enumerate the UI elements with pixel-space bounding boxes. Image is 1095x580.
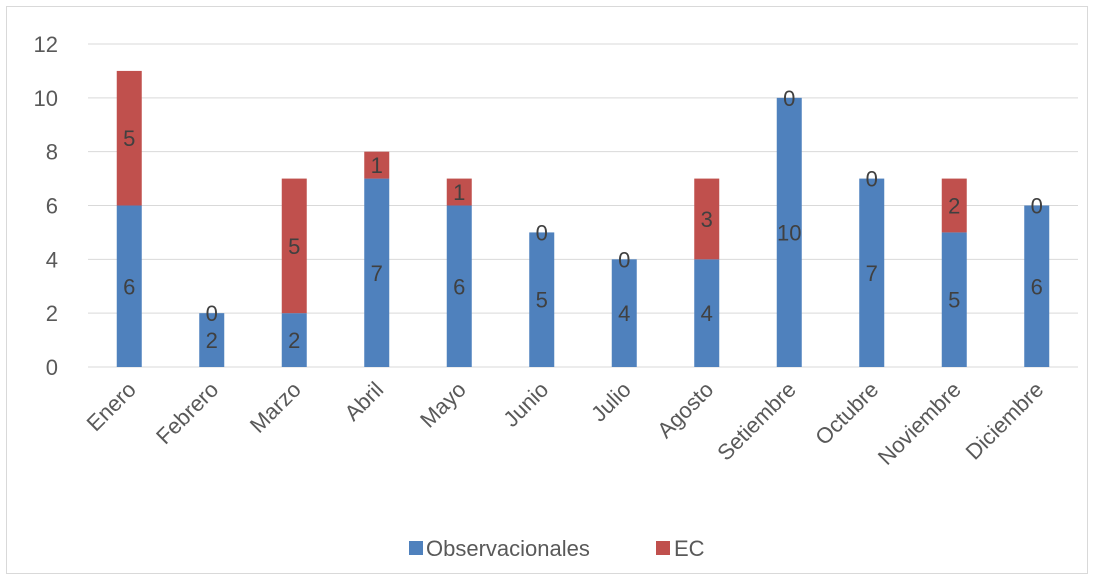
x-tick-label: Junio	[498, 377, 553, 432]
bar-observacionales-julio	[611, 259, 637, 367]
bar-observacionales-junio	[529, 232, 555, 367]
data-label: 6	[123, 274, 135, 299]
legend-swatch-observacionales	[409, 541, 423, 555]
y-axis-ticks: 0 2 4 6 8 10 12	[34, 32, 58, 380]
data-label: 10	[777, 220, 801, 245]
data-label: 4	[701, 301, 713, 326]
data-label: 0	[536, 220, 548, 245]
x-tick-label: Marzo	[245, 377, 306, 438]
data-label: 7	[371, 261, 383, 286]
data-label: 6	[1031, 274, 1043, 299]
y-tick-label: 4	[46, 247, 58, 272]
x-tick-label: Noviembre	[873, 377, 966, 470]
x-tick-label: Setiembre	[712, 377, 801, 466]
bar-observacionales-marzo	[281, 313, 307, 367]
bar-observacionales-octubre	[859, 178, 885, 367]
bar-ec-mayo	[446, 178, 472, 206]
legend-label-observacionales: Observacionales	[426, 536, 590, 561]
bar-ec-agosto	[694, 178, 720, 260]
bar-observacionales-noviembre	[941, 232, 967, 367]
bar-ec-abril	[364, 151, 390, 179]
bars	[116, 70, 1050, 367]
gridlines	[88, 43, 1078, 368]
data-label: 5	[123, 126, 135, 151]
bar-ec-noviembre	[941, 178, 967, 233]
x-tick-label: Febrero	[151, 377, 223, 449]
x-tick-label: Diciembre	[961, 377, 1049, 465]
y-tick-label: 8	[46, 140, 58, 165]
bar-observacionales-febrero	[199, 313, 225, 367]
x-tick-label: Octubre	[810, 377, 883, 450]
data-label: 2	[948, 194, 960, 219]
x-tick-label: Agosto	[652, 377, 718, 443]
data-label: 2	[206, 328, 218, 353]
bar-observacionales-setiembre	[776, 97, 802, 367]
data-label: 3	[701, 207, 713, 232]
x-tick-label: Abril	[339, 377, 388, 426]
data-label: 4	[618, 301, 630, 326]
bar-observacionales-mayo	[446, 205, 472, 367]
x-axis-ticks: Enero Febrero Marzo Abril Mayo Junio Julio Agos…	[82, 377, 1049, 470]
data-label: 0	[1031, 194, 1043, 219]
legend: Observacionales EC	[409, 536, 705, 561]
data-label: 5	[948, 288, 960, 313]
y-tick-label: 2	[46, 301, 58, 326]
bar-ec-enero	[116, 70, 142, 206]
data-label: 1	[453, 180, 465, 205]
bar-observacionales-diciembre	[1024, 205, 1050, 367]
bar-observacionales-enero	[116, 205, 142, 367]
y-tick-label: 12	[34, 32, 58, 57]
data-label: 5	[288, 234, 300, 259]
data-label: 0	[618, 247, 630, 272]
data-label: 1	[371, 153, 383, 178]
data-label: 2	[288, 328, 300, 353]
data-label: 0	[783, 86, 795, 111]
x-tick-label: Enero	[82, 377, 141, 436]
data-label: 5	[536, 288, 548, 313]
y-tick-label: 0	[46, 355, 58, 380]
data-label: 0	[206, 301, 218, 326]
x-tick-label: Mayo	[415, 377, 471, 433]
data-label: 0	[866, 167, 878, 192]
legend-label-ec: EC	[674, 536, 705, 561]
y-tick-label: 10	[34, 86, 58, 111]
bar-ec-marzo	[281, 178, 307, 314]
bar-observacionales-abril	[364, 178, 390, 367]
y-tick-label: 6	[46, 194, 58, 219]
legend-swatch-ec	[656, 541, 670, 555]
data-label: 7	[866, 261, 878, 286]
x-tick-label: Julio	[586, 377, 636, 427]
bar-observacionales-agosto	[694, 259, 720, 367]
data-label: 6	[453, 274, 465, 299]
